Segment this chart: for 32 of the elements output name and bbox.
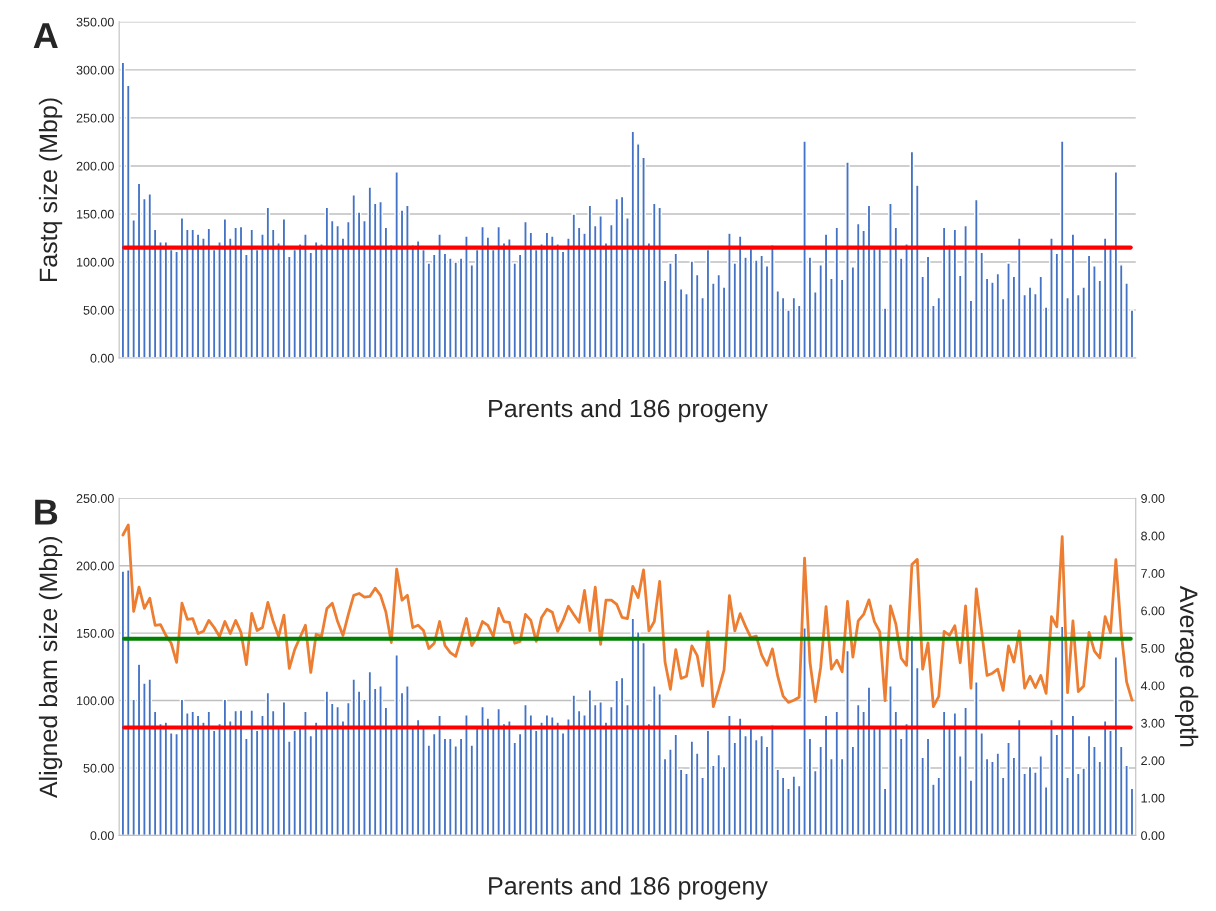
y-tick-label: 150.00	[77, 628, 114, 638]
y-tick-label: 0.00	[90, 831, 114, 841]
y2-tick-label: 8.00	[1141, 531, 1165, 541]
y2-tick-label: 2.00	[1141, 756, 1165, 766]
x-axis-title: Parents and 186 progeny	[489, 399, 768, 423]
y-tick-label: 100.00	[77, 257, 114, 267]
y2-axis-title: Average depth	[1174, 585, 1199, 747]
y-tick-label: 250.00	[76, 113, 114, 123]
y-tick-label: 200.00	[76, 161, 114, 171]
y-tick-label: 150.00	[77, 209, 114, 219]
x-axis-title: Parents and 186 progeny	[489, 876, 768, 900]
y-tick-label: 50.00	[83, 305, 114, 315]
y-tick-label: 300.00	[76, 65, 114, 75]
y-tick-label: 100.00	[77, 696, 114, 706]
y-tick-label: 350.00	[76, 17, 114, 27]
y-tick-label: 250.00	[76, 494, 114, 503]
y2-tick-label: 3.00	[1141, 718, 1165, 728]
line-series	[121, 523, 1134, 708]
text: B	[35, 499, 58, 525]
y2-tick-label: 7.00	[1141, 569, 1165, 578]
y-tick-label: 200.00	[76, 561, 114, 571]
y2-tick-label: 4.00	[1140, 681, 1165, 691]
y2-tick-label: 5.00	[1141, 643, 1165, 653]
y2-tick-label: 6.00	[1141, 606, 1165, 616]
y-tick-label: 50.00	[83, 763, 114, 773]
text: A	[33, 23, 58, 49]
y2-tick-label: 9.00	[1141, 494, 1165, 503]
y2-tick-label: 0.00	[1141, 831, 1165, 841]
y-tick-label: 0.00	[90, 353, 114, 363]
y-axis-title: Fastq size (Mbp)	[38, 98, 63, 281]
y2-tick-label: 1.00	[1141, 793, 1165, 803]
y-axis-title: Aligned bam size (Mbp)	[38, 537, 63, 799]
